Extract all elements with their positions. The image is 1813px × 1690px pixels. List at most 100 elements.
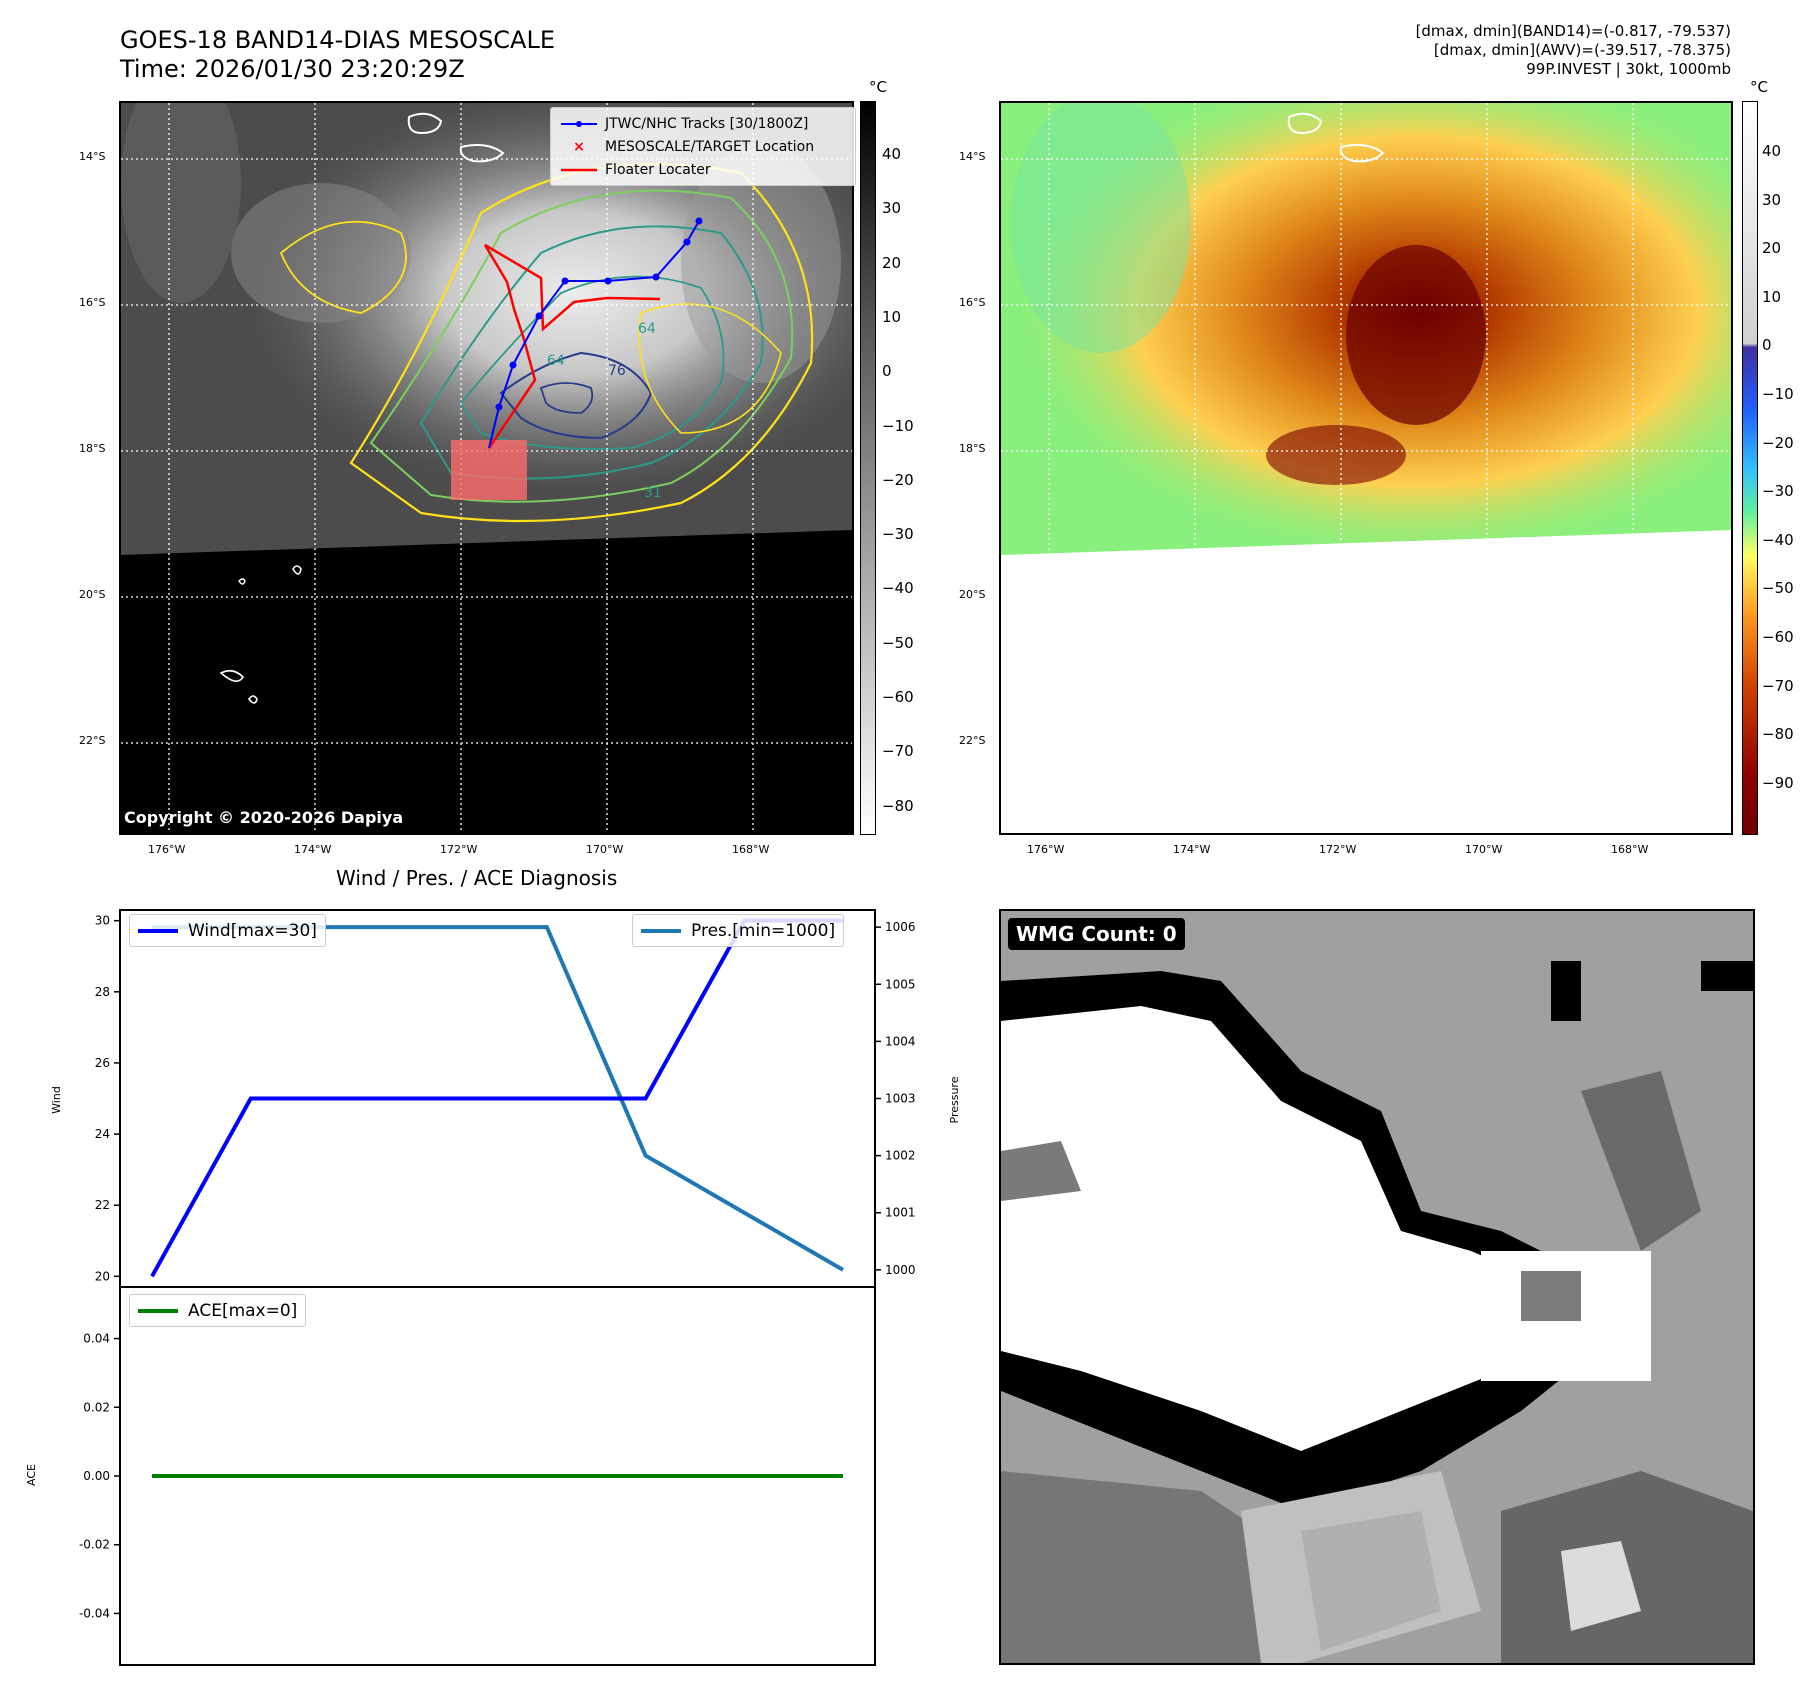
awv-map	[999, 101, 1733, 835]
lon-label: 170°W	[1465, 843, 1502, 856]
lon-label: 172°W	[440, 843, 477, 856]
colorbar-tick-label: −60	[882, 688, 914, 706]
colorbar-unit: °C	[1750, 78, 1768, 96]
pressure-tick-label: 1005	[885, 977, 916, 991]
colorbar-tick-label: −80	[882, 797, 914, 815]
colorbar-tick-label: −70	[882, 742, 914, 760]
wind-tick-label: 20	[95, 1269, 110, 1283]
info-line-2: [dmax, dmin](AWV)=(-39.517, -78.375)	[1416, 41, 1731, 60]
storm-info: [dmax, dmin](BAND14)=(-0.817, -79.537) […	[1416, 22, 1731, 79]
colorbar-unit: °C	[869, 78, 887, 96]
colorbar-tick-label: −10	[882, 417, 914, 435]
legend-label-floater: Floater Locater	[605, 162, 711, 178]
track-line-icon	[559, 117, 599, 131]
legend-label: Pres.[min=1000]	[691, 921, 835, 941]
wind-legend: Wind[max=30]	[129, 914, 326, 947]
lat-label: 16°S	[959, 296, 985, 309]
ace-tick-label: -0.02	[79, 1538, 110, 1552]
legend-label-jtwc: JTWC/NHC Tracks [30/1800Z]	[605, 116, 808, 132]
contour-label: 76	[608, 363, 626, 379]
colorbar-tick-label: 20	[882, 254, 901, 272]
colorbar-tick-label: −60	[1762, 628, 1794, 646]
awv-imagery	[1001, 103, 1731, 833]
band14-imagery: 64 76 64 31	[121, 103, 852, 833]
title-line-1: GOES-18 BAND14-DIAS MESOSCALE	[120, 26, 555, 55]
ace-legend-row: ACE[max=0]	[138, 1299, 297, 1322]
wind-tick-label: 24	[95, 1127, 110, 1141]
pressure-tick-label: 1006	[885, 920, 916, 934]
lat-label: 22°S	[959, 734, 985, 747]
colorbar-tick-label: −80	[1762, 725, 1794, 743]
lon-label: 176°W	[1027, 843, 1064, 856]
lat-label: 14°S	[959, 150, 985, 163]
legend-item-target: × MESOSCALE/TARGET Location	[559, 135, 847, 158]
colorbar-tick-label: −20	[1762, 434, 1794, 452]
colorbar-tick-label: −30	[1762, 482, 1794, 500]
colorbar-tick-label: 10	[1762, 288, 1781, 306]
ace-tick-label: 0.04	[83, 1332, 110, 1346]
lon-label: 168°W	[1611, 843, 1648, 856]
copyright-text: Copyright © 2020-2026 Dapiya	[124, 808, 403, 827]
legend-swatch	[138, 929, 178, 933]
lat-label: 18°S	[79, 442, 105, 455]
wind-tick-label: 30	[95, 914, 110, 928]
track-legend: JTWC/NHC Tracks [30/1800Z] × MESOSCALE/T…	[550, 107, 856, 186]
colorbar-tick-label: −50	[1762, 579, 1794, 597]
wind-legend-row: Wind[max=30]	[138, 919, 317, 942]
legend-item-jtwc: JTWC/NHC Tracks [30/1800Z]	[559, 112, 847, 135]
colorbar-tick-label: 0	[882, 362, 892, 380]
x-marker-icon: ×	[559, 139, 599, 155]
colorbar-tick-label: 40	[1762, 142, 1781, 160]
pressure-legend: Pres.[min=1000]	[632, 914, 844, 947]
colorbar-tick-label: −50	[882, 634, 914, 652]
lon-label: 172°W	[1319, 843, 1356, 856]
lon-label: 174°W	[294, 843, 331, 856]
legend-swatch	[641, 929, 681, 933]
lat-label: 22°S	[79, 734, 105, 747]
wind-tick-label: 26	[95, 1056, 110, 1070]
ace-tick-label: -0.04	[79, 1606, 110, 1620]
legend-item-floater: Floater Locater	[559, 158, 847, 181]
colorbar-tick-label: −20	[882, 471, 914, 489]
legend-label: ACE[max=0]	[188, 1301, 297, 1321]
info-line-1: [dmax, dmin](BAND14)=(-0.817, -79.537)	[1416, 22, 1731, 41]
pressure-tick-label: 1001	[885, 1206, 916, 1220]
ace-axis-title: ACE	[25, 1464, 38, 1486]
colorbar-tick-label: −70	[1762, 677, 1794, 695]
title-line-2: Time: 2026/01/30 23:20:29Z	[120, 55, 555, 84]
colorbar-tick-label: −90	[1762, 774, 1794, 792]
diagnosis-title: Wind / Pres. / ACE Diagnosis	[336, 866, 617, 890]
band14-colorbar	[860, 101, 876, 835]
legend-label: Wind[max=30]	[188, 921, 317, 941]
ace-tick-label: 0.02	[83, 1400, 110, 1414]
diagnosis-marks: 20 22 24 26 28 30 1000 1001 1002 1003 1004 1005 1006…	[25, 910, 961, 1665]
contour-label: 64	[547, 353, 565, 369]
wmg-imagery	[1001, 911, 1753, 1663]
lat-label: 20°S	[959, 588, 985, 601]
colorbar-tick-label: 40	[882, 145, 901, 163]
lon-label: 170°W	[586, 843, 623, 856]
colorbar-tick-label: −40	[1762, 531, 1794, 549]
contour-label: 31	[644, 485, 662, 501]
ace-tick-label: 0.00	[83, 1469, 110, 1483]
wind-tick-label: 22	[95, 1198, 110, 1212]
lon-label: 176°W	[148, 843, 185, 856]
mesoscale-target-box	[451, 440, 527, 500]
colorbar-tick-label: 10	[882, 308, 901, 326]
colorbar-tick-label: 0	[1762, 336, 1772, 354]
wmg-count-badge: WMG Count: 0	[1008, 918, 1185, 950]
pressure-tick-label: 1002	[885, 1149, 916, 1163]
lat-label: 14°S	[79, 150, 105, 163]
colorbar-tick-label: 30	[882, 199, 901, 217]
wind-axis-title: Wind	[50, 1086, 63, 1114]
awv-colorbar	[1742, 101, 1758, 835]
colorbar-tick-label: −40	[882, 579, 914, 597]
pressure-tick-label: 1004	[885, 1034, 916, 1048]
diagnosis-chart: 20 22 24 26 28 30 1000 1001 1002 1003 1004 1005 1006…	[0, 900, 990, 1680]
figure-title: GOES-18 BAND14-DIAS MESOSCALE Time: 2026…	[120, 26, 555, 84]
wmg-panel	[999, 909, 1755, 1665]
pressure-axis-title: Pressure	[948, 1076, 961, 1123]
legend-swatch	[138, 1309, 178, 1313]
colorbar-tick-label: −10	[1762, 385, 1794, 403]
legend-label-target: MESOSCALE/TARGET Location	[605, 139, 814, 155]
